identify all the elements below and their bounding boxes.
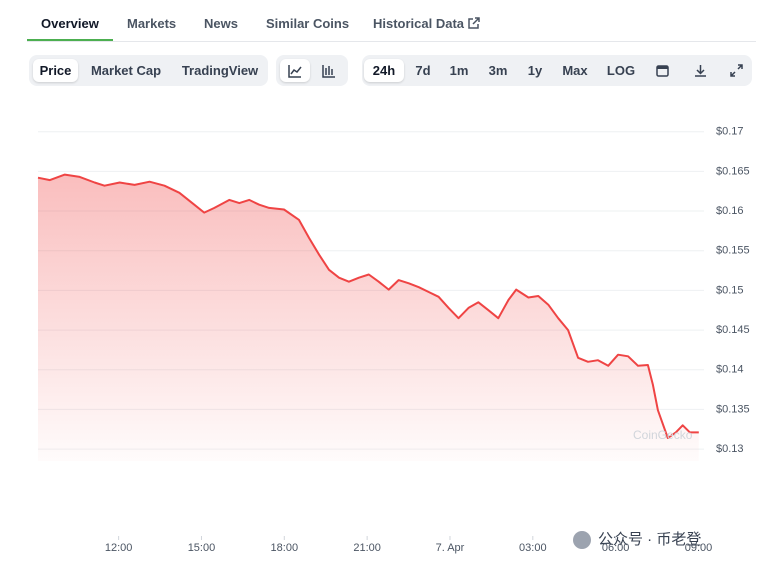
x-tick-label: 09:00 [685,542,713,554]
button[interactable]: TradingView [181,63,259,78]
x-tick-label: 21:00 [353,542,381,554]
active-underline [27,39,113,41]
y-tick-label: $0.17 [716,126,744,138]
y-tick-label: $0.15 [716,284,744,296]
y-tick-label: $0.13 [716,443,744,455]
button[interactable]: 24h [364,59,404,82]
button[interactable]: Market Cap [90,63,162,78]
button[interactable]: 1m [449,63,469,78]
tab[interactable]: News [204,16,238,31]
tab[interactable]: Historical Data [373,16,465,31]
candle-chart-button[interactable] [314,59,344,82]
x-tick-label: 18:00 [271,542,299,554]
overlay-text: 公众号 · 币老登 [598,531,701,548]
tab[interactable]: Markets [127,16,177,31]
watermark: CoinGecko [633,428,693,442]
y-tick-label: $0.145 [716,324,750,336]
divider [27,41,756,42]
y-tick-label: $0.165 [716,165,750,177]
line-chart-button[interactable] [280,59,310,82]
external-icon [468,17,480,29]
x-tick-label: 12:00 [105,542,133,554]
y-tick-label: $0.16 [716,205,744,217]
tab[interactable]: Overview [41,16,99,31]
button[interactable]: Price [33,59,78,82]
fullscreen-button[interactable] [722,59,750,82]
x-tick-label: 03:00 [519,542,547,554]
price-line [37,173,699,439]
x-tick-label: 7. Apr [436,542,465,554]
button[interactable]: Max [562,63,588,78]
x-tick-label: 06:00 [602,542,630,554]
expand-icon [729,64,743,77]
button[interactable]: 1y [527,63,543,78]
download-icon [694,65,706,77]
candle-icon [322,65,335,78]
button[interactable]: 7d [415,63,431,78]
calendar-button[interactable] [648,59,676,82]
wechat-icon [573,531,591,549]
y-tick-label: $0.135 [716,403,750,415]
calendar-icon [655,65,669,77]
download-button[interactable] [686,59,714,82]
y-tick-label: $0.155 [716,245,750,257]
button[interactable]: LOG [606,63,636,78]
line-icon [288,65,302,78]
button[interactable]: 3m [488,63,508,78]
x-tick-label: 15:00 [188,542,216,554]
area [38,174,699,461]
tab[interactable]: Similar Coins [266,16,350,31]
button-group [362,55,752,86]
y-tick-label: $0.14 [716,364,744,376]
